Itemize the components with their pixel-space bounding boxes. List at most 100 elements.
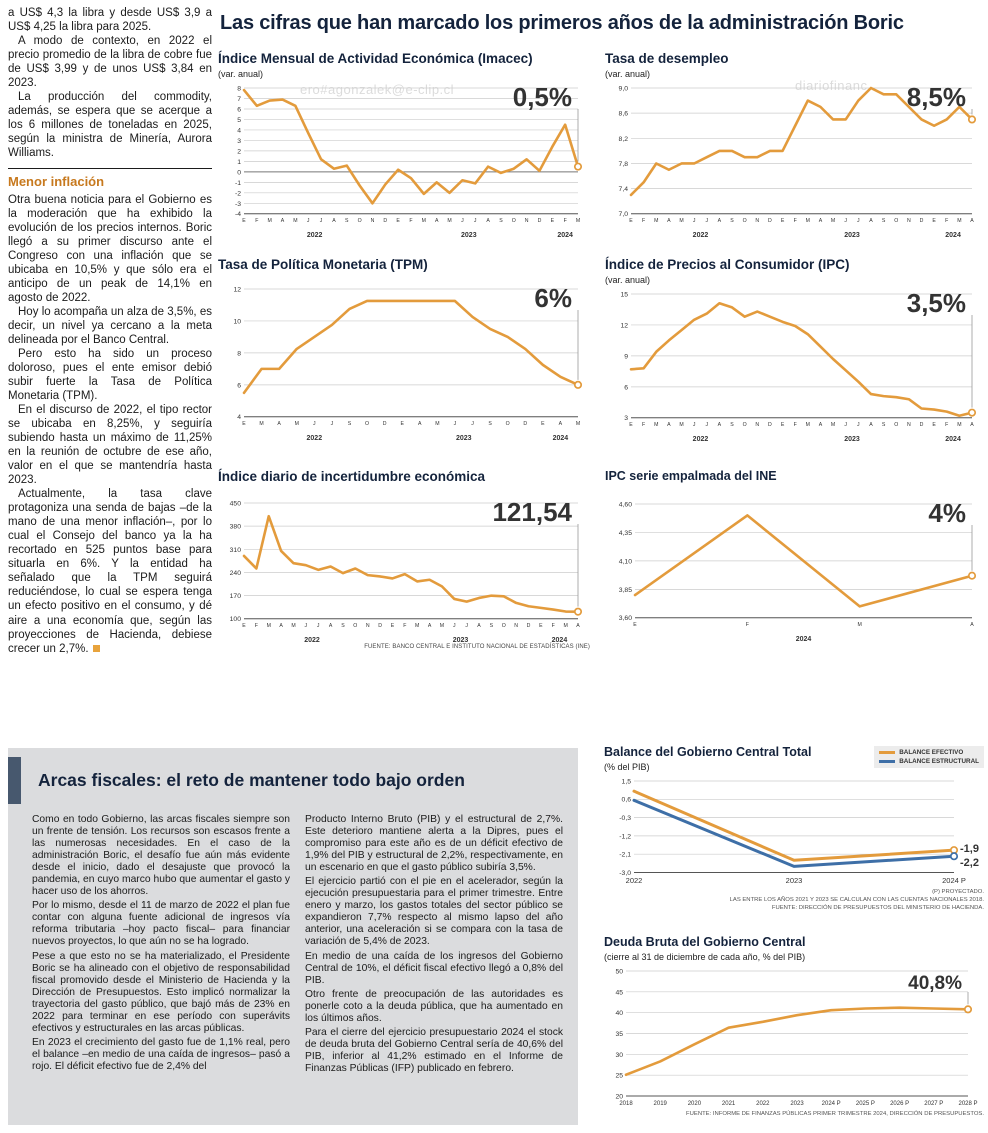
fiscal-paragraph: En medio de una caída de los ingresos de… bbox=[305, 950, 563, 986]
svg-text:M: M bbox=[957, 422, 961, 428]
svg-text:N: N bbox=[755, 422, 759, 428]
svg-text:F: F bbox=[552, 623, 555, 629]
svg-text:E: E bbox=[551, 218, 555, 224]
svg-text:15: 15 bbox=[620, 291, 628, 298]
svg-text:8,6: 8,6 bbox=[619, 110, 629, 117]
svg-text:2020: 2020 bbox=[688, 1101, 702, 1107]
balance-line-plot: 1,5 0,6 -0,3 -1,2 -2,1 -3,0 2022 2023 2024 P -1,9… bbox=[604, 773, 984, 889]
balance-chart-card: Balance del Gobierno Central Total (% de… bbox=[604, 745, 984, 913]
svg-text:M: M bbox=[654, 422, 658, 428]
svg-text:J: J bbox=[313, 421, 316, 427]
svg-text:2022: 2022 bbox=[307, 232, 323, 238]
svg-text:2024: 2024 bbox=[553, 435, 569, 441]
chart-title: Tasa de Política Monetaria (TPM) bbox=[218, 257, 428, 272]
svg-text:S: S bbox=[345, 218, 349, 224]
svg-text:S: S bbox=[488, 421, 492, 427]
svg-text:25: 25 bbox=[615, 1072, 623, 1079]
svg-text:O: O bbox=[894, 218, 898, 224]
article-paragraph: a US$ 4,3 la libra y desde US$ 3,9 a US$… bbox=[8, 7, 212, 34]
svg-text:J: J bbox=[474, 218, 477, 224]
svg-text:J: J bbox=[857, 218, 860, 224]
legend-label: BALANCE ESTRUCTURAL bbox=[899, 758, 979, 765]
svg-text:7,4: 7,4 bbox=[619, 186, 629, 193]
svg-text:2023: 2023 bbox=[453, 637, 469, 643]
chart-source: FUENTE: INFORME DE FINANZAS PÚBLICAS PRI… bbox=[686, 1110, 984, 1117]
svg-text:A: A bbox=[277, 421, 281, 427]
svg-text:J: J bbox=[454, 421, 457, 427]
svg-text:-3,0: -3,0 bbox=[619, 870, 631, 877]
svg-text:E: E bbox=[541, 421, 545, 427]
svg-text:J: J bbox=[461, 218, 464, 224]
svg-text:F: F bbox=[642, 422, 645, 428]
svg-text:30: 30 bbox=[615, 1052, 623, 1059]
svg-text:F: F bbox=[255, 218, 258, 224]
svg-text:E: E bbox=[781, 422, 785, 428]
svg-text:F: F bbox=[255, 623, 258, 629]
svg-text:M: M bbox=[293, 218, 297, 224]
chart-source: FUENTE: BANCO CENTRAL E INSTITUTO NACION… bbox=[364, 643, 590, 650]
article-paragraph: En el discurso de 2022, el tipo rector s… bbox=[8, 404, 212, 487]
svg-text:A: A bbox=[718, 422, 722, 428]
fiscal-panel: Arcas fiscales: el reto de mantener todo… bbox=[8, 748, 578, 1125]
svg-text:M: M bbox=[654, 218, 658, 224]
svg-text:D: D bbox=[768, 422, 772, 428]
fiscal-title: Arcas fiscales: el reto de mantener todo… bbox=[38, 770, 465, 790]
svg-text:O: O bbox=[894, 422, 898, 428]
svg-text:310: 310 bbox=[230, 547, 242, 554]
svg-text:2027 P: 2027 P bbox=[924, 1101, 943, 1107]
svg-text:J: J bbox=[693, 218, 696, 224]
svg-text:-1: -1 bbox=[235, 180, 241, 187]
chart-legend: BALANCE EFECTIVO BALANCE ESTRUCTURAL bbox=[874, 746, 984, 768]
svg-text:M: M bbox=[858, 622, 862, 628]
svg-text:D: D bbox=[383, 421, 387, 427]
svg-text:2019: 2019 bbox=[654, 1101, 668, 1107]
svg-text:20: 20 bbox=[615, 1093, 623, 1100]
svg-text:A: A bbox=[435, 218, 439, 224]
svg-text:8,2: 8,2 bbox=[619, 136, 629, 143]
svg-text:2024: 2024 bbox=[557, 232, 573, 238]
svg-text:F: F bbox=[403, 623, 406, 629]
svg-text:100: 100 bbox=[230, 616, 242, 623]
svg-text:M: M bbox=[259, 421, 263, 427]
svg-text:N: N bbox=[755, 218, 759, 224]
svg-text:E: E bbox=[633, 622, 637, 628]
svg-text:O: O bbox=[506, 421, 510, 427]
svg-text:4: 4 bbox=[237, 414, 241, 421]
svg-text:M: M bbox=[295, 421, 299, 427]
svg-text:J: J bbox=[305, 623, 308, 629]
ipc-line-plot: 15 12 9 6 3 E F M A M J J A S O N D E F M A M J J A S O N D E F M A 2022 2… bbox=[605, 286, 984, 443]
svg-text:S: S bbox=[730, 218, 734, 224]
svg-text:O: O bbox=[743, 422, 747, 428]
svg-text:A: A bbox=[486, 218, 490, 224]
tpm-line-plot: 12 10 8 6 4 E M A M J J S O D E A M J J S O D E A M 2022 2023 2024 6… bbox=[218, 281, 590, 442]
svg-text:S: S bbox=[882, 422, 886, 428]
fiscal-paragraph: El ejercicio partió con el pie en el ace… bbox=[305, 876, 563, 948]
svg-text:2024: 2024 bbox=[945, 232, 961, 238]
svg-text:E: E bbox=[242, 421, 246, 427]
svg-text:D: D bbox=[538, 218, 542, 224]
svg-text:2024: 2024 bbox=[552, 637, 568, 643]
svg-text:5: 5 bbox=[237, 117, 241, 124]
blue-line-swatch bbox=[879, 760, 896, 763]
article-paragraph: Pero esto ha sido un proceso doloroso, p… bbox=[8, 348, 212, 403]
fiscal-paragraph: Producto Interno Bruto (PIB) y el estruc… bbox=[305, 814, 563, 874]
tpm-chart-card: Tasa de Política Monetaria (TPM) 12 10 8 6 4… bbox=[218, 257, 590, 442]
svg-text:M: M bbox=[447, 218, 451, 224]
chart-title: Índice diario de incertidumbre económica bbox=[218, 469, 486, 484]
svg-text:M: M bbox=[806, 218, 810, 224]
svg-text:S: S bbox=[348, 421, 352, 427]
chart-subtitle: (var. anual) bbox=[605, 274, 651, 285]
svg-text:8: 8 bbox=[237, 350, 241, 357]
desempleo-line-plot: 9,0 8,6 8,2 7,8 7,4 7,0 E F M A M J J A S O N D E F M A M J J A S O… bbox=[605, 80, 984, 239]
svg-text:F: F bbox=[409, 218, 412, 224]
svg-text:3,85: 3,85 bbox=[619, 587, 632, 594]
chart-subtitle: (var. anual) bbox=[218, 68, 264, 79]
svg-text:J: J bbox=[705, 422, 708, 428]
svg-text:O: O bbox=[365, 421, 369, 427]
svg-text:0,6: 0,6 bbox=[622, 797, 632, 804]
svg-text:-0,3: -0,3 bbox=[619, 815, 631, 822]
svg-text:S: S bbox=[882, 218, 886, 224]
svg-text:A: A bbox=[281, 218, 285, 224]
chart-subtitle: (% del PIB) bbox=[604, 761, 650, 772]
svg-text:450: 450 bbox=[230, 500, 242, 507]
